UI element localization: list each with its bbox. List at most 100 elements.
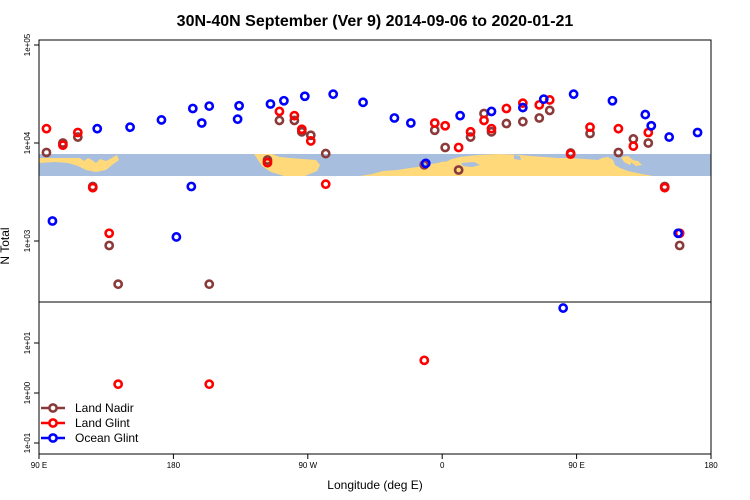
x-tick-label: 90 W	[298, 461, 317, 470]
water-caspian	[461, 162, 480, 167]
land-glint-point	[41, 123, 52, 134]
land-glint-point	[289, 110, 300, 121]
land-nadir-point	[113, 279, 124, 290]
ocean-glint-point	[607, 95, 618, 106]
ocean-glint-point	[171, 232, 182, 242]
land-glint-point	[429, 118, 440, 128]
land-glint-point	[113, 379, 124, 390]
legend-marker	[48, 418, 58, 428]
land-glint-point	[501, 103, 512, 114]
land-glint-point	[517, 98, 528, 109]
land-nadir-point	[289, 115, 300, 126]
land-glint-point	[274, 106, 285, 117]
ocean-glint-point	[455, 110, 466, 121]
land-glint-point	[262, 157, 273, 168]
ocean-glint-point	[186, 181, 197, 192]
land-nadir-point	[674, 240, 685, 251]
land-glint-point	[613, 123, 624, 134]
world-map-strip	[39, 154, 711, 176]
ocean-glint-point	[265, 99, 276, 109]
data-points	[41, 89, 703, 390]
land-nadir-point	[613, 147, 624, 158]
ocean-glint-point	[420, 158, 431, 169]
legend-marker	[48, 403, 58, 413]
land-glint-point	[72, 127, 83, 138]
ocean-glint-point	[640, 109, 651, 120]
land-nadir-point	[517, 116, 528, 127]
ocean-glint-point	[692, 127, 703, 138]
land-nadir-point	[453, 165, 464, 175]
y-tick-label: 1e+01	[23, 331, 32, 354]
y-tick-label: 1e+04	[23, 131, 32, 154]
y-tick-label: 1e+00	[23, 381, 32, 404]
ocean-glint-point	[664, 132, 675, 142]
ocean-glint-point	[47, 216, 58, 226]
land-glint-point	[585, 122, 595, 133]
land-glint-point	[305, 136, 316, 146]
axes: 90 E 180 90 W 0 90 E 180 1e+03 1e+04 1e+05 1e-01 1…	[23, 33, 718, 470]
land-glint-point	[204, 379, 215, 390]
y-tick-label: 1e+03	[23, 229, 32, 252]
land-glint-point	[440, 120, 451, 131]
ocean-glint-point	[328, 89, 339, 100]
ocean-glint-point	[673, 228, 684, 239]
land-nadir-point	[305, 130, 316, 141]
land-nadir-point	[643, 138, 654, 148]
land-glint-point	[565, 149, 576, 160]
land-nadir-point	[204, 279, 215, 290]
land-glint-point	[486, 123, 497, 134]
y-axis-label: N Total	[0, 227, 12, 264]
land-glint-point	[453, 142, 464, 153]
ocean-glint-point	[92, 123, 103, 134]
land-glint-point	[534, 99, 545, 110]
land-glint-point	[628, 141, 639, 151]
ocean-glint-point	[486, 106, 497, 117]
y-tick-label: 1e-01	[23, 432, 32, 453]
legend-label: Ocean Glint	[75, 431, 139, 445]
land-nadir-point	[41, 147, 52, 158]
land-nadir-point	[440, 142, 451, 153]
x-tick-label: 180	[167, 461, 181, 470]
legend-marker	[48, 433, 58, 443]
land-nadir-point	[320, 148, 331, 159]
ocean-glint-point	[125, 122, 135, 133]
x-axis-label: Longitude (deg E)	[327, 478, 422, 492]
land-glint-point	[320, 179, 331, 190]
land-glint-point	[296, 124, 307, 135]
legend-label: Land Glint	[75, 416, 130, 430]
water-lake	[514, 155, 521, 160]
y-tick-label: 1e+05	[23, 33, 32, 56]
ocean-glint-point	[646, 120, 657, 131]
land-nadir-point	[274, 115, 285, 126]
ocean-glint-point	[187, 103, 198, 114]
land-nadir-point	[544, 105, 555, 116]
land-nadir-point	[534, 113, 545, 123]
land-glint-point	[419, 355, 430, 366]
ocean-glint-point	[538, 94, 549, 105]
land-glint-point	[465, 126, 476, 137]
land-glint-point	[659, 182, 670, 193]
ocean-glint-point	[279, 95, 289, 106]
land-asia-west	[39, 155, 119, 172]
ocean-glint-point	[517, 102, 528, 113]
ocean-glint-point	[389, 113, 400, 123]
water-mediterranean	[437, 156, 450, 162]
land-japan	[621, 156, 633, 165]
ocean-glint-point	[568, 89, 579, 100]
land-glint-point	[87, 182, 98, 193]
land-glint-point	[479, 115, 489, 126]
land-glint-point	[104, 228, 115, 239]
land-nadir-point	[465, 132, 476, 142]
bottom-panel-frame	[38, 301, 712, 455]
land-nadir-point	[104, 240, 115, 251]
x-tick-label: 180	[704, 461, 718, 470]
land-nadir-point	[501, 118, 512, 129]
ocean-glint-point	[405, 118, 416, 128]
x-tick-label: 90 E	[568, 461, 584, 470]
ocean-glint-point	[232, 114, 243, 125]
land-nadir-point	[72, 132, 83, 142]
ocean-glint-point	[156, 115, 167, 125]
land-korea	[632, 160, 642, 166]
